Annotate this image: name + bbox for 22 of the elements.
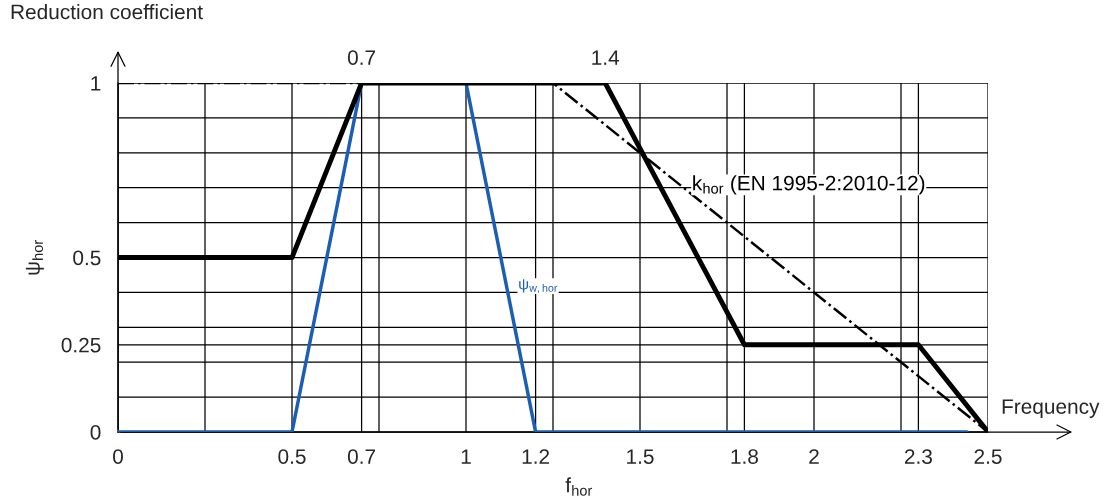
x-tick-label: 1 — [461, 449, 471, 464]
text: Reduction coefficient — [11, 4, 203, 20]
x-tick-label: 1.2 — [522, 449, 550, 464]
y-tick-label: 0 — [90, 425, 101, 440]
y-tick-label: 1 — [91, 76, 101, 91]
x-tick-label: 0.5 — [278, 449, 306, 464]
annotation: 0.7 — [347, 50, 376, 65]
x-tick-label: 1.5 — [627, 449, 654, 464]
annotation: 1.4 — [592, 50, 620, 65]
text: Frequency — [1002, 399, 1100, 419]
series-label: k$_{hor}$ (EN 1995-2:2010-12) — [693, 175, 925, 195]
y-tick-label: 0.25 — [61, 337, 101, 353]
y-axis-title: ψ$_{hor}$ — [25, 240, 44, 275]
series-label: ψ$_{w,hor}$ — [519, 279, 558, 294]
x-tick-label: 1.8 — [731, 449, 758, 464]
x-axis-title: f$_{hor}$ — [565, 477, 593, 496]
x-tick-label: 0.7 — [347, 449, 376, 464]
y-tick-label: 0.5 — [73, 250, 101, 266]
x-tick-label: 0 — [113, 449, 123, 464]
x-tick-label: 2.3 — [904, 449, 932, 464]
x-tick-label: 2.5 — [974, 449, 1002, 464]
x-tick-label: 2 — [809, 449, 819, 464]
